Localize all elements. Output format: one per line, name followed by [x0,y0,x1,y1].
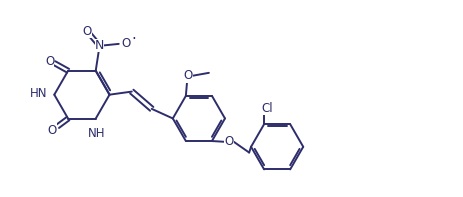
Text: O: O [122,37,131,50]
Text: O: O [225,135,234,148]
Text: HN: HN [30,87,47,100]
Text: O: O [47,124,56,137]
Text: Cl: Cl [261,102,273,115]
Text: O: O [83,25,92,38]
Text: N: N [95,39,104,52]
Text: NH: NH [88,127,105,140]
Text: ·: · [131,32,137,47]
Text: O: O [45,55,54,68]
Text: O: O [183,69,193,82]
